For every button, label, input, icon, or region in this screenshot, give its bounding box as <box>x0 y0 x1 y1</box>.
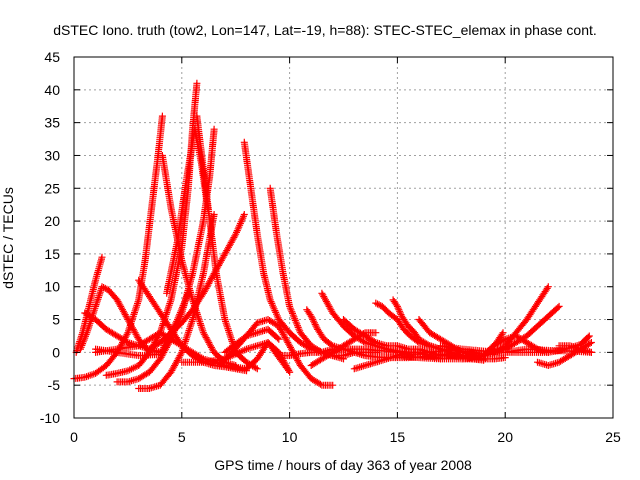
series-36-points <box>490 332 552 356</box>
series-12 <box>135 276 250 375</box>
series-27-points <box>389 296 444 353</box>
plot-border <box>73 56 614 419</box>
series-35 <box>555 342 595 356</box>
x-tick-label: 20 <box>497 429 513 445</box>
y-tick-label: 45 <box>44 49 60 65</box>
x-tick-label: 5 <box>178 429 186 445</box>
series-35-points <box>555 342 595 356</box>
axis-ticks: 0 5 10 15 20 25 -10 -5 0 5 10 15 20 25 30 35 40 45 <box>40 49 621 445</box>
series-13-points <box>146 211 248 353</box>
series-36 <box>490 332 552 356</box>
series-13 <box>146 211 248 353</box>
y-tick-label: 25 <box>44 180 60 196</box>
y-tick-label: 0 <box>52 344 60 360</box>
y-tick-label: 30 <box>44 147 60 163</box>
y-tick-label: 40 <box>44 82 60 98</box>
series-20 <box>221 325 283 356</box>
x-axis-label: GPS time / hours of day 363 of year 2008 <box>214 457 472 473</box>
x-tick-label: 0 <box>70 429 78 445</box>
y-tick-label: -10 <box>40 410 60 426</box>
y-tick-label: 20 <box>44 213 60 229</box>
y-tick-label: 5 <box>52 312 60 328</box>
y-axis-label: dSTEC / TECUs <box>0 187 16 289</box>
series-12-points <box>135 276 250 375</box>
series-6 <box>163 125 212 297</box>
series-6-points <box>163 125 212 297</box>
y-tick-label: 15 <box>44 246 60 262</box>
chart-title: dSTEC Iono. truth (tow2, Lon=147, Lat=-1… <box>53 22 597 38</box>
series-27 <box>389 296 444 353</box>
y-tick-label: 10 <box>44 279 60 295</box>
x-tick-label: 10 <box>282 429 298 445</box>
data-series <box>70 79 595 392</box>
x-tick-label: 15 <box>390 429 406 445</box>
series-37-points <box>275 345 488 360</box>
series-20-points <box>221 325 283 356</box>
series-14-points <box>92 289 192 360</box>
series-14 <box>92 289 192 360</box>
y-tick-label: 35 <box>44 115 60 131</box>
series-37 <box>275 345 488 360</box>
y-tick-label: -5 <box>48 377 61 393</box>
x-tick-label: 25 <box>605 429 621 445</box>
plot-frame <box>73 56 614 419</box>
